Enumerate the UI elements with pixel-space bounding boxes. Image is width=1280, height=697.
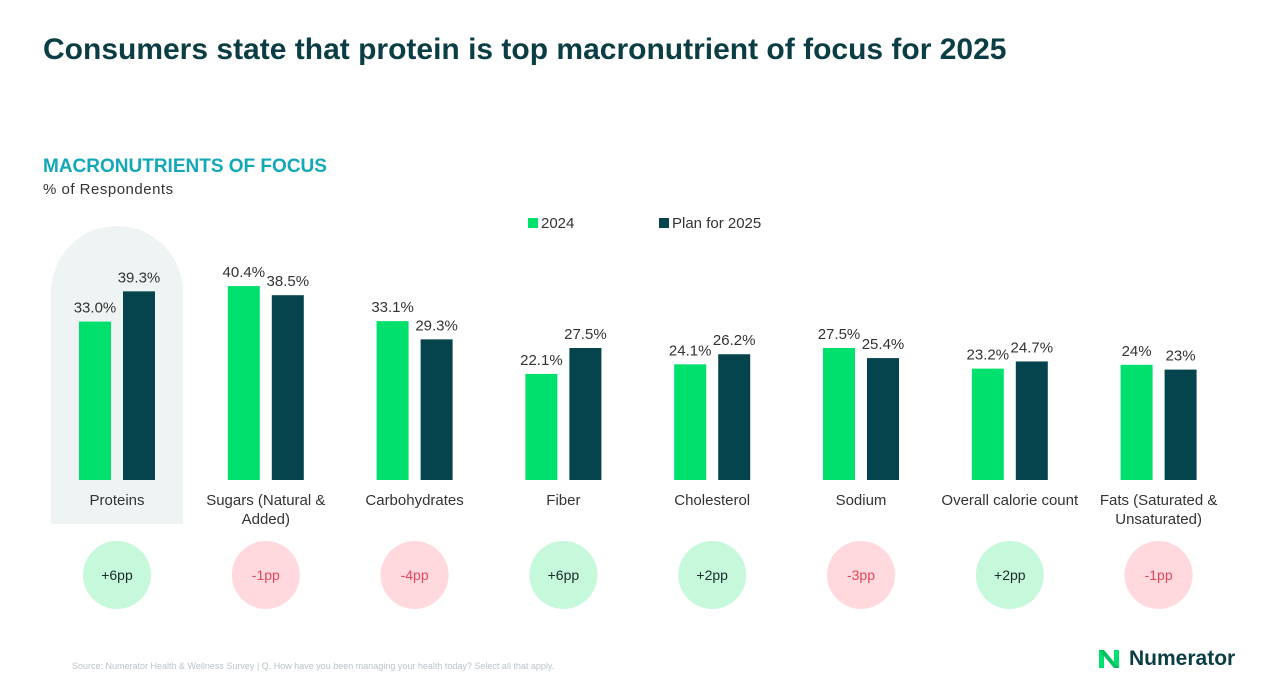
- category-label-fiber: Fiber: [546, 492, 580, 509]
- bar-sugars-natural-added-2024: [227, 286, 260, 480]
- data-label-proteins-2024: 33.0%: [74, 300, 117, 317]
- legend-swatch-2024: [528, 218, 538, 228]
- category-label-proteins: Proteins: [89, 492, 144, 509]
- data-label-fiber-plan-for-2025: 27.5%: [564, 326, 607, 343]
- bar-overall-calorie-count-2024: [971, 368, 1004, 480]
- data-label-sodium-plan-for-2025: 25.4%: [862, 336, 905, 353]
- category-label-fats-saturated-unsaturated: Unsaturated): [1115, 511, 1202, 528]
- bar-proteins-2024: [79, 321, 111, 480]
- data-label-cholesterol-2024: 24.1%: [669, 342, 712, 359]
- category-label-sugars-natural-added: Added): [242, 511, 290, 528]
- change-label-sodium: -3pp: [847, 567, 875, 583]
- legend-label-plan-for-2025: Plan for 2025: [672, 215, 761, 232]
- bar-fiber-2024: [525, 373, 558, 480]
- chart-title: MACRONUTRIENTS OF FOCUS: [43, 156, 327, 177]
- category-label-sugars-natural-added: Sugars (Natural &: [206, 492, 325, 509]
- source-note: Source: Numerator Health & Wellness Surv…: [72, 661, 555, 671]
- change-label-fats-saturated-unsaturated: -1pp: [1145, 567, 1173, 583]
- change-label-sugars-natural-added: -1pp: [252, 567, 280, 583]
- change-badge-fiber: [529, 541, 598, 609]
- change-badge-carbohydrates: [380, 541, 449, 609]
- data-label-proteins-plan-for-2025: 39.3%: [118, 269, 161, 286]
- category-label-fats-saturated-unsaturated: Fats (Saturated &: [1100, 492, 1218, 509]
- data-label-fiber-2024: 22.1%: [520, 352, 563, 369]
- bar-overall-calorie-count-plan-for-2025: [1015, 361, 1048, 480]
- change-badge-sodium: [827, 541, 895, 609]
- change-badge-proteins: [83, 541, 151, 609]
- page-title: Consumers state that protein is top macr…: [43, 33, 1007, 66]
- y-axis-label: % of Respondents: [43, 181, 174, 198]
- numerator-logo: Numerator: [1097, 646, 1235, 672]
- category-label-overall-calorie-count: Overall calorie count: [941, 492, 1079, 509]
- change-label-proteins: +6pp: [101, 567, 133, 583]
- bar-sugars-natural-added-plan-for-2025: [271, 295, 304, 480]
- data-label-fats-saturated-unsaturated-2024: 24%: [1122, 343, 1152, 360]
- change-label-cholesterol: +2pp: [696, 567, 728, 583]
- change-badge-fats-saturated-unsaturated: [1124, 541, 1193, 609]
- bar-fats-saturated-unsaturated-2024: [1120, 364, 1153, 480]
- data-label-sugars-natural-added-plan-for-2025: 38.5%: [267, 273, 310, 290]
- legend-swatch-plan-for-2025: [659, 218, 669, 228]
- data-label-cholesterol-plan-for-2025: 26.2%: [713, 332, 756, 349]
- data-label-carbohydrates-2024: 33.1%: [371, 299, 414, 316]
- change-label-carbohydrates: -4pp: [401, 567, 429, 583]
- bar-carbohydrates-plan-for-2025: [420, 339, 453, 480]
- bar-fiber-plan-for-2025: [569, 348, 602, 480]
- legend-label-2024: 2024: [541, 215, 574, 232]
- data-label-sugars-natural-added-2024: 40.4%: [223, 264, 266, 281]
- logo-text: Numerator: [1129, 647, 1236, 670]
- bar-cholesterol-plan-for-2025: [718, 354, 751, 480]
- bar-fats-saturated-unsaturated-plan-for-2025: [1164, 369, 1197, 480]
- category-label-sodium: Sodium: [836, 492, 887, 509]
- bar-carbohydrates-2024: [376, 321, 409, 480]
- change-label-overall-calorie-count: +2pp: [994, 567, 1026, 583]
- data-label-sodium-2024: 27.5%: [818, 326, 861, 343]
- category-label-carbohydrates: Carbohydrates: [365, 492, 463, 509]
- data-label-fats-saturated-unsaturated-plan-for-2025: 23%: [1166, 348, 1196, 365]
- data-label-overall-calorie-count-plan-for-2025: 24.7%: [1011, 339, 1054, 356]
- numerator-logo-icon: [1099, 650, 1119, 668]
- category-label-cholesterol: Cholesterol: [674, 492, 750, 509]
- bar-sodium-2024: [823, 348, 855, 480]
- bar-cholesterol-2024: [674, 364, 707, 480]
- bar-proteins-plan-for-2025: [123, 291, 155, 480]
- bar-sodium-plan-for-2025: [867, 358, 899, 480]
- change-badge-overall-calorie-count: [975, 541, 1044, 609]
- change-badge-cholesterol: [678, 541, 747, 609]
- data-label-overall-calorie-count-2024: 23.2%: [967, 347, 1010, 364]
- change-label-fiber: +6pp: [548, 567, 580, 583]
- data-label-carbohydrates-plan-for-2025: 29.3%: [415, 317, 458, 334]
- change-badge-sugars-natural-added: [231, 541, 300, 609]
